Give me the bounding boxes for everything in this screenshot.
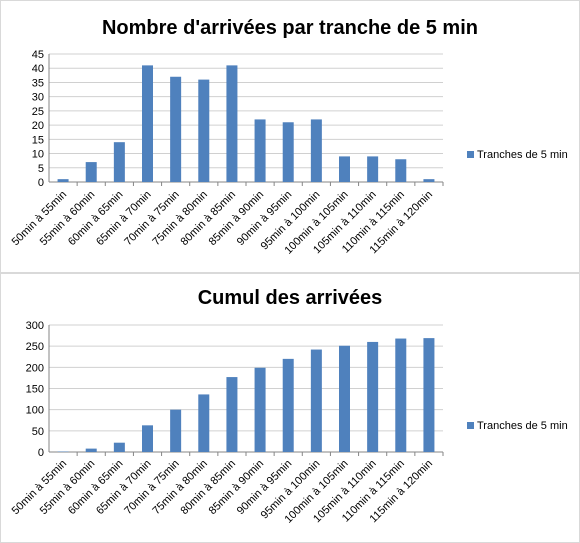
y-tick-label: 25 [32,106,44,118]
bar [198,394,210,452]
legend-swatch [467,422,474,429]
bar [339,345,350,452]
y-tick-label: 0 [38,177,44,189]
y-tick-label: 15 [32,134,44,146]
bar [113,142,125,182]
chart-svg: Cumul des arrivées 05010015020025030050m… [10,287,568,526]
y-tick-label: 0 [38,447,44,459]
y-tick-label: 100 [26,405,44,417]
bar [367,156,379,182]
bar [254,119,266,182]
bar [57,179,69,182]
legend-label: Tranches de 5 min [477,420,568,432]
legend-swatch [467,151,474,158]
bar [310,349,322,452]
legend: Tranches de 5 min [467,149,568,161]
bar [198,79,210,182]
y-tick-label: 300 [26,320,44,332]
bar [170,409,182,452]
y-tick-label: 20 [32,120,44,132]
y-tick-label: 40 [32,63,44,75]
cumulative-arrivals-chart: Cumul des arrivées 0 50 100 150 200 250 300 50m… [0,273,580,543]
bar [282,122,294,182]
bar [142,65,153,182]
legend-label: Tranches de 5 min [477,149,568,161]
y-tick-label: 50 [32,426,44,438]
bar [226,377,238,452]
bar [423,338,435,452]
y-tick-label: 200 [26,362,44,374]
bar [395,159,407,182]
bar [423,179,435,182]
arrivals-per-5min-chart: Nombre d'arrivées par tranche de 5 min 0… [0,0,580,273]
bar [254,367,266,452]
legend: Tranches de 5 min [467,420,568,432]
y-tick-label: 5 [38,163,44,175]
y-tick-label: 30 [32,92,44,104]
bar [113,442,125,452]
bar [85,448,97,452]
bar [395,338,407,452]
chart-svg: Nombre d'arrivées par tranche de 5 min 0… [10,17,568,257]
bar [226,65,238,182]
y-tick-label: 35 [32,77,44,89]
chart-title: Cumul des arrivées [198,287,383,309]
bar [282,358,294,452]
bar [367,341,379,452]
y-tick-label: 250 [26,341,44,353]
bar [170,76,182,182]
chart-title: Nombre d'arrivées par tranche de 5 min [102,17,478,39]
bar [142,425,153,452]
bar [339,156,350,182]
bar [310,119,322,182]
bar [85,162,97,182]
y-tick-label: 150 [26,384,44,396]
y-tick-label: 10 [32,149,44,161]
y-tick-label: 45 [32,49,44,61]
